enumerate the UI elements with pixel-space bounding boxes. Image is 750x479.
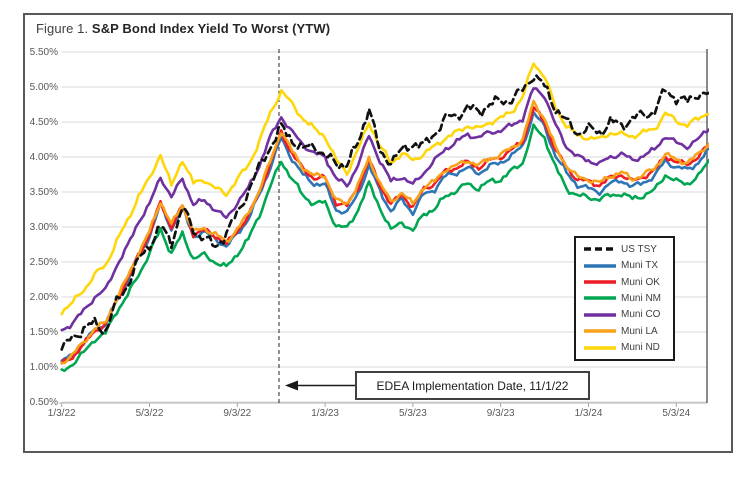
legend-item-muni-tx: Muni TX [583, 260, 673, 271]
legend-line-swatch [584, 346, 616, 350]
legend-label: Muni CO [621, 309, 661, 321]
legend-line-swatch [584, 263, 616, 268]
y-tick-label: 4.00% [29, 152, 58, 163]
y-tick-label: 3.50% [29, 187, 58, 198]
legend-item-muni-la: Muni LA [583, 326, 673, 337]
legend-label: US TSY [621, 243, 657, 255]
legend-label: Muni TX [621, 260, 659, 272]
series-path-us-tsy [60, 74, 709, 351]
x-tick-label: 5/3/24 [662, 408, 691, 419]
x-tick-label: 1/3/24 [574, 408, 603, 419]
legend-item-muni-co: Muni CO [583, 309, 673, 320]
chart-legend: US TSY Muni TX Muni OK Muni NM Muni CO Muni L… [574, 236, 675, 361]
x-tick-label: 1/3/22 [47, 408, 76, 419]
series-path-muni-nm [60, 123, 709, 373]
legend-item-muni-ok: Muni OK [583, 277, 673, 288]
x-tick-label: 9/3/22 [223, 408, 252, 419]
legend-item-muni-nd: Muni ND [583, 342, 673, 353]
series-path-muni-la [60, 99, 709, 365]
x-tick-label: 9/3/23 [486, 408, 515, 419]
y-tick-label: 3.00% [29, 222, 58, 233]
y-tick-label: 2.00% [29, 292, 58, 303]
chart-title-main: S&P Bond Index Yield To Worst (YTW) [91, 21, 331, 36]
series-path-muni-ok [60, 106, 709, 365]
y-tick-label: 5.00% [29, 82, 58, 93]
legend-item-muni-nm: Muni NM [583, 293, 673, 304]
series-path-muni-nd [60, 62, 709, 316]
edea-annotation-arrowhead [285, 380, 298, 391]
x-tick-label: 1/3/23 [311, 408, 339, 419]
y-tick-label: 5.50% [29, 47, 58, 58]
legend-line-swatch [584, 329, 616, 334]
legend-line-swatch [584, 296, 616, 301]
legend-line-swatch [584, 280, 616, 284]
x-tick-label: 5/3/23 [398, 408, 427, 419]
y-tick-label: 0.50% [29, 397, 58, 408]
edea-annotation-box: EDEA Implementation Date, 11/1/22 [355, 371, 590, 400]
y-tick-label: 1.50% [29, 327, 58, 338]
legend-label: Muni LA [621, 325, 658, 337]
y-tick-label: 1.00% [29, 362, 58, 373]
legend-line-swatch [584, 247, 616, 251]
chart-title-prefix: Figure 1. [36, 21, 92, 36]
y-tick-label: 2.50% [29, 257, 58, 268]
legend-label: Muni ND [621, 342, 660, 354]
chart-title: Figure 1. S&P Bond Index Yield To Worst … [36, 21, 330, 36]
legend-label: Muni OK [621, 276, 660, 288]
legend-item-us-tsy: US TSY [583, 244, 673, 255]
x-tick-label: 5/3/22 [135, 408, 164, 419]
y-tick-label: 4.50% [29, 117, 58, 128]
legend-label: Muni NM [621, 292, 662, 304]
series-path-muni-co [60, 87, 709, 332]
edea-annotation-label: EDEA Implementation Date, 11/1/22 [376, 378, 569, 393]
legend-line-swatch [584, 313, 616, 317]
